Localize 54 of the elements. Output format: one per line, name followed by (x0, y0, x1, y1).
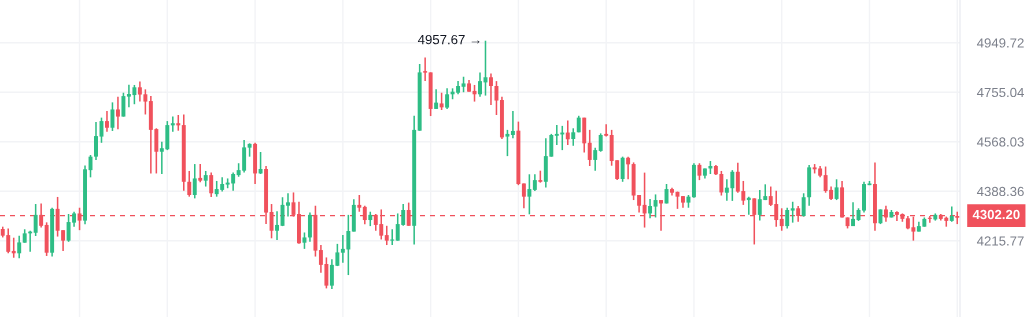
candlestick (653, 193, 658, 219)
annotation: 4957.67 → (417, 34, 480, 45)
candlestick (554, 124, 559, 146)
candlestick (801, 192, 806, 218)
candlestick (33, 203, 38, 237)
candlestick (648, 198, 653, 220)
candlestick (434, 88, 439, 110)
y-tick-label: 4568.03 (976, 137, 1024, 147)
candlestick (275, 210, 279, 241)
y-tick-label: 4755.04 (976, 87, 1024, 98)
candlestick (384, 225, 389, 246)
candlestick (423, 56, 428, 82)
candlestick (346, 214, 351, 276)
candlestick (593, 146, 598, 172)
y-tick-label: 4215.77 (976, 236, 1024, 246)
candlestick (198, 163, 203, 184)
candlestick (445, 87, 450, 110)
candlestick (170, 115, 175, 133)
y-tick-label: 4388.36 (976, 186, 1024, 197)
candlestick (105, 110, 109, 133)
candlestick (521, 182, 526, 210)
candlestick (494, 80, 499, 116)
candlestick (790, 200, 795, 224)
ref-line-label: 4302.20 (972, 209, 1020, 220)
candlestick (286, 192, 290, 218)
candlestick (505, 129, 510, 157)
candlestick (489, 72, 493, 106)
candlestick (785, 206, 790, 230)
candlestick (626, 155, 631, 181)
candlestick (94, 121, 98, 161)
candlestick (192, 163, 197, 200)
candlestick (620, 155, 625, 183)
candlestick (598, 132, 603, 153)
candlestick (719, 170, 724, 197)
candlestick (390, 228, 395, 246)
candlestick (527, 173, 532, 216)
candlestick (110, 101, 115, 132)
candlestick (604, 123, 609, 138)
candlestick (478, 71, 482, 98)
candlestick (17, 234, 22, 260)
candlestick (187, 170, 192, 198)
candlestick (258, 151, 263, 175)
candlestick (730, 169, 735, 202)
candlestick (724, 178, 729, 202)
candlestick (587, 129, 592, 167)
candlestick (231, 171, 236, 192)
candlestick (209, 171, 214, 198)
candlestick (121, 91, 126, 118)
candlestick (307, 211, 312, 243)
candlestick (340, 234, 345, 264)
y-tick-label: 4949.72 (976, 38, 1024, 48)
candlestick (834, 178, 839, 201)
candlestick (115, 95, 120, 131)
candlestick (510, 110, 515, 139)
